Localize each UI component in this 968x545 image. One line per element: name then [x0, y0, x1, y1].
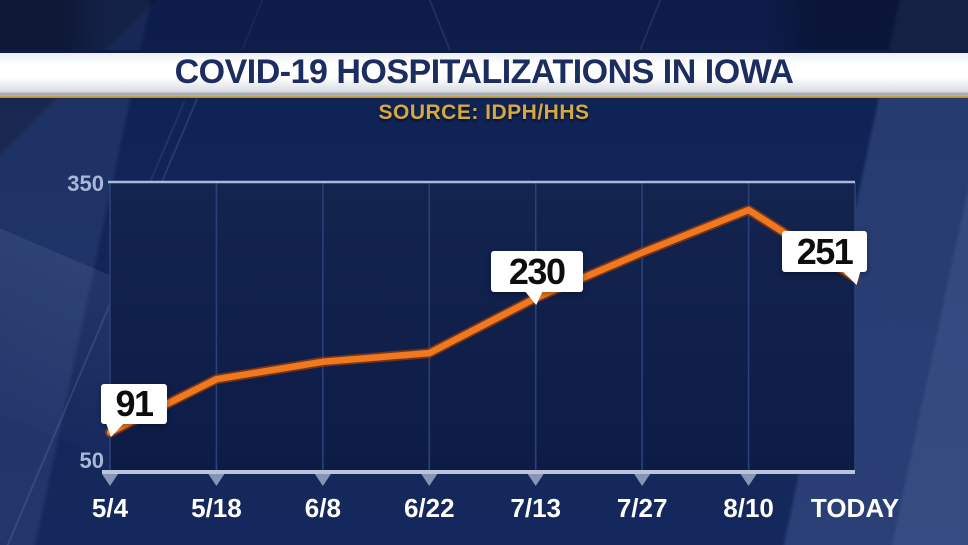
x-axis-tick	[634, 474, 651, 486]
banner-top-border	[0, 50, 968, 53]
x-axis-label: 8/10	[723, 493, 774, 523]
source-label: SOURCE: IDPH/HHS	[378, 101, 590, 124]
x-axis-label: 6/8	[305, 493, 341, 523]
x-axis-label: 6/22	[404, 493, 455, 523]
x-axis-label: 5/4	[92, 493, 129, 523]
x-axis-tick	[314, 474, 331, 486]
x-axis-tick	[421, 474, 438, 486]
y-axis-label: 50	[80, 448, 104, 473]
source-row: SOURCE: IDPH/HHS	[0, 98, 968, 128]
trend-line-edge	[105, 205, 860, 438]
x-axis-tick	[527, 474, 544, 486]
title-banner: COVID-19 HOSPITALIZATIONS IN IOWA SOURCE…	[0, 50, 968, 128]
banner-gray-divider	[0, 92, 968, 95]
title-bar: COVID-19 HOSPITALIZATIONS IN IOWA	[0, 53, 968, 92]
x-axis-label: 7/27	[617, 493, 668, 523]
x-axis-label: TODAY	[811, 493, 899, 523]
x-axis-label: 5/18	[191, 493, 242, 523]
y-axis-label: 350	[67, 171, 104, 196]
top-background-strip	[0, 0, 968, 72]
chart-title: COVID-19 HOSPITALIZATIONS IN IOWA	[174, 53, 794, 91]
gold-divider	[0, 95, 968, 98]
trend-line	[106, 206, 859, 436]
x-axis-label: 7/13	[510, 493, 561, 523]
x-axis-tick	[208, 474, 225, 486]
x-axis-tick	[102, 474, 118, 486]
x-axis-tick	[740, 474, 757, 486]
